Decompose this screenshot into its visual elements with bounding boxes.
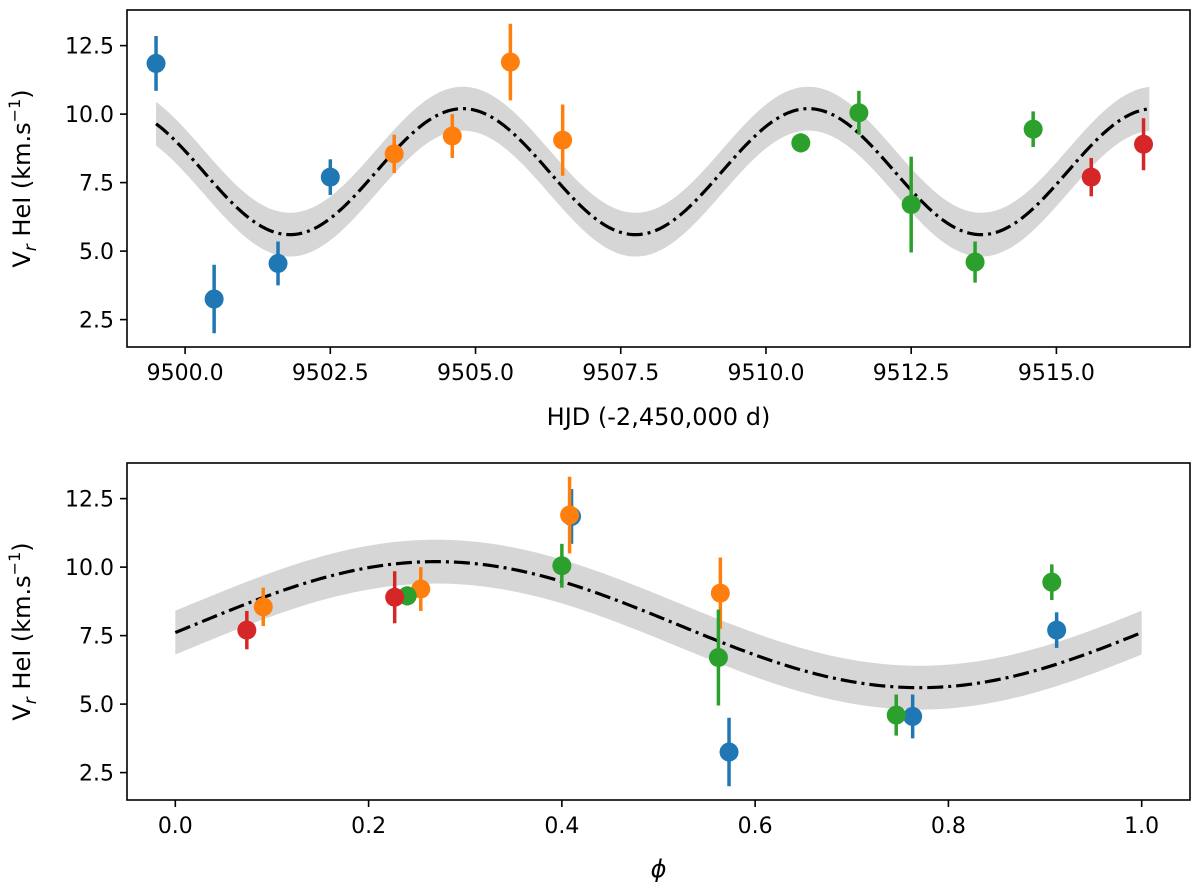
y-tick-label: 12.5 <box>65 488 114 513</box>
y-tick-label: 12.5 <box>65 35 114 60</box>
series-night-1 <box>146 36 340 334</box>
data-point <box>268 253 288 273</box>
x-tick-label: 9505.0 <box>437 361 514 386</box>
plot-area <box>174 476 1143 787</box>
ylabel-superscript: −1 <box>5 99 24 123</box>
data-point <box>901 195 921 215</box>
data-point <box>237 620 257 640</box>
ylabel-superscript: −1 <box>5 552 24 576</box>
axes-frame <box>126 9 1191 348</box>
y-axis-label: Vr HeI (km.s−1) <box>5 89 41 267</box>
data-point <box>1047 620 1067 640</box>
data-point <box>1042 572 1062 592</box>
data-point <box>849 103 869 123</box>
data-point <box>886 705 906 725</box>
plot-area <box>146 23 1154 334</box>
ylabel-main: V <box>8 704 36 721</box>
top-panel-hjd: 9500.0 9502.5 9505.0 9507.5 9510.0 9512.5 9515… <box>5 9 1191 431</box>
x-tick-label: 0.8 <box>931 814 966 839</box>
x-tick-label: 9510.0 <box>727 361 804 386</box>
y-tick-label: 2.5 <box>79 762 114 787</box>
data-point <box>719 742 739 762</box>
x-tick-label: 0.6 <box>738 814 773 839</box>
x-tick-label: 1.0 <box>1124 814 1159 839</box>
data-point <box>560 505 580 525</box>
x-tick-label: 9512.5 <box>873 361 950 386</box>
x-tick-label: 9515.0 <box>1018 361 1095 386</box>
ylabel-close: ) <box>8 89 36 98</box>
ylabel-subscript: r <box>21 696 41 704</box>
series-night-3 <box>397 543 1062 736</box>
data-point <box>1081 167 1101 187</box>
x-tick-label: 9507.5 <box>582 361 659 386</box>
data-point <box>500 52 520 72</box>
series-night-3 <box>791 90 1043 283</box>
y-axis-label: Vr HeI (km.s−1) <box>5 542 41 720</box>
ylabel-subscript: r <box>21 243 41 251</box>
y-tick-label: 10.0 <box>65 556 114 581</box>
series-night-2 <box>253 476 730 629</box>
ylabel-main: V <box>8 251 36 268</box>
model-uncertainty-band <box>156 86 1150 257</box>
data-point <box>204 289 224 309</box>
data-point <box>965 252 985 272</box>
bottom-panel-phase: 0.0 0.2 0.4 0.6 0.8 1.0 2.5 5.0 7.5 10.0 12.5 ϕ Vr H… <box>5 462 1191 883</box>
data-point <box>903 706 923 726</box>
x-tick-label: 0.2 <box>351 814 386 839</box>
data-point <box>1023 119 1043 139</box>
ylabel-close: ) <box>8 542 36 551</box>
y-tick-label: 2.5 <box>79 309 114 334</box>
ylabel-text: HeI (km.s <box>8 575 36 697</box>
y-tick-label: 7.5 <box>79 625 114 650</box>
axes-frame <box>126 462 1191 801</box>
x-axis-label: ϕ <box>651 855 667 883</box>
data-point <box>710 583 730 603</box>
model-uncertainty-band <box>175 539 1142 710</box>
data-point <box>146 53 166 73</box>
x-tick-label: 9500.0 <box>147 361 224 386</box>
y-tick-label: 10.0 <box>65 103 114 128</box>
series-night-4 <box>237 571 405 650</box>
series-night-1 <box>562 489 1067 787</box>
data-point <box>708 648 728 668</box>
data-point <box>384 144 404 164</box>
data-point <box>552 556 572 576</box>
data-point <box>385 587 405 607</box>
data-point <box>553 130 573 150</box>
x-axis-label: HJD (-2,450,000 d) <box>547 403 771 431</box>
data-point <box>320 167 340 187</box>
model-fit-line <box>174 560 1143 690</box>
x-tick-label: 0.0 <box>158 814 193 839</box>
y-tick-label: 5.0 <box>79 693 114 718</box>
data-point <box>1134 134 1154 154</box>
series-night-2 <box>384 23 573 176</box>
data-point <box>791 133 811 153</box>
x-tick-label: 9502.5 <box>292 361 369 386</box>
x-tick-label: 0.4 <box>544 814 579 839</box>
ylabel-text: HeI (km.s <box>8 122 36 244</box>
data-point <box>442 126 462 146</box>
model-fit-line <box>155 107 1150 237</box>
y-tick-label: 5.0 <box>79 240 114 265</box>
y-tick-label: 7.5 <box>79 172 114 197</box>
series-night-4 <box>1081 118 1154 197</box>
data-point <box>253 597 273 617</box>
